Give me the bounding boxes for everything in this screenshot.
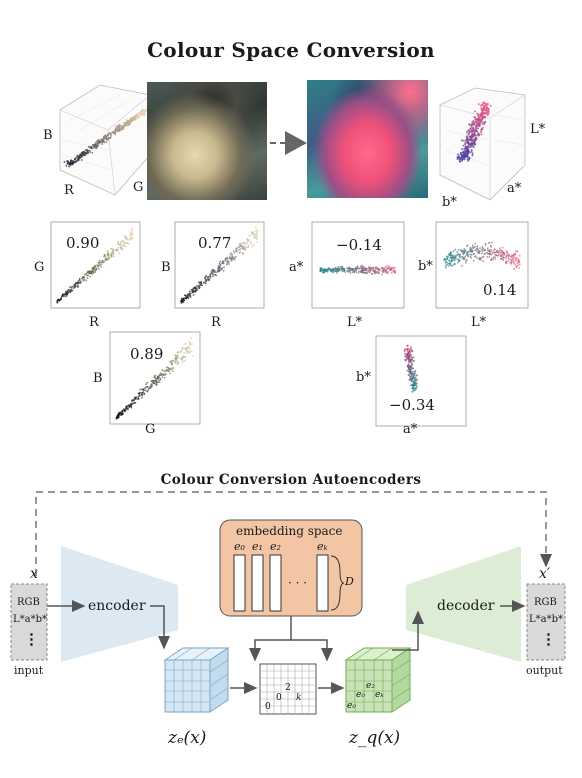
grid-label-k: k xyxy=(296,693,302,703)
scatter-la-xlabel: L* xyxy=(347,315,363,330)
scatter-la-corr: −0.14 xyxy=(336,236,382,254)
embedding-e0: e₀ xyxy=(234,540,245,553)
scatter-lb-xlabel: L* xyxy=(471,315,487,330)
input-item-lab: L*a*b* xyxy=(13,614,48,625)
rgb-cube-axis-b: B xyxy=(43,128,53,143)
zq-label-e0a: e₀ xyxy=(347,701,356,711)
ze-cube xyxy=(163,647,230,713)
input-item-rgb: RGB xyxy=(17,597,40,608)
figure-title: Colour Space Conversion xyxy=(147,38,435,62)
autoencoder-title: Colour Conversion Autoencoders xyxy=(160,472,422,488)
output-box xyxy=(526,583,566,661)
scatter-ab-ylabel: b* xyxy=(356,370,371,385)
scatter-lb-corr: 0.14 xyxy=(483,281,517,299)
scatter-rg-xlabel: R xyxy=(89,315,99,330)
rgb-cube-axis-g: G xyxy=(133,180,144,195)
lab-cube xyxy=(439,87,526,201)
output-caption: output xyxy=(526,664,563,677)
encoder-label: encoder xyxy=(88,598,146,614)
scatter-rb-ylabel: B xyxy=(161,260,171,275)
scatter-ab-xlabel: a* xyxy=(403,422,418,437)
scatter-lb-ylabel: b* xyxy=(418,259,433,274)
embedding-e1: e₁ xyxy=(252,540,263,553)
decoder-block xyxy=(406,546,521,662)
embedding-space-label: embedding space xyxy=(236,524,343,538)
lab-cube-axis-b: b* xyxy=(442,195,457,210)
grid-label-0a: 0 xyxy=(265,702,271,712)
grid-label-0b: 0 xyxy=(276,693,282,703)
embedding-ek: eₖ xyxy=(317,540,328,553)
input-caption: input xyxy=(14,664,44,677)
input-item-more: ⋮ xyxy=(24,630,39,648)
zq-cube xyxy=(344,647,412,713)
scatter-gb-xlabel: G xyxy=(145,422,156,437)
zq-label: z_q(x) xyxy=(349,728,401,748)
embedding-dim: D xyxy=(345,575,354,588)
encoder-block xyxy=(61,546,178,662)
ze-label: zₑ(x) xyxy=(168,728,207,748)
scatter-la-ylabel: a* xyxy=(289,260,304,275)
zq-label-e2: e₂ xyxy=(366,681,375,691)
scatter-gb-ylabel: B xyxy=(93,371,103,386)
rgb-cube-axis-r: R xyxy=(64,183,74,198)
embedding-e2: e₂ xyxy=(270,540,281,553)
embedding-ellipsis: · · · xyxy=(288,576,308,590)
output-item-rgb: RGB xyxy=(534,597,557,608)
grid-label-2: 2 xyxy=(285,683,291,693)
photo-rgb xyxy=(147,82,267,200)
output-item-more: ⋮ xyxy=(541,630,556,648)
scatter-rg-ylabel: G xyxy=(34,260,45,275)
skip-connection xyxy=(35,491,552,576)
input-variable: x xyxy=(30,566,38,582)
input-box xyxy=(10,583,48,661)
scatter-rb-corr: 0.77 xyxy=(198,234,232,252)
zq-label-ek: eₖ xyxy=(375,690,384,700)
lab-cube-axis-l: L* xyxy=(530,122,546,137)
decoder-label: decoder xyxy=(437,598,495,614)
rgb-cube xyxy=(59,84,151,196)
scatter-rg-corr: 0.90 xyxy=(66,234,100,252)
output-variable: x′ xyxy=(539,566,551,582)
scatter-gb-corr: 0.89 xyxy=(130,345,164,363)
scatter-rb-xlabel: R xyxy=(211,315,221,330)
scatter-ab-corr: −0.34 xyxy=(389,396,435,414)
photo-lab-converted xyxy=(307,80,428,198)
output-item-lab: L*a*b* xyxy=(529,614,564,625)
lab-cube-axis-a: a* xyxy=(507,181,522,196)
zq-label-e0b: e₀ xyxy=(356,690,365,700)
index-grid xyxy=(259,663,317,715)
